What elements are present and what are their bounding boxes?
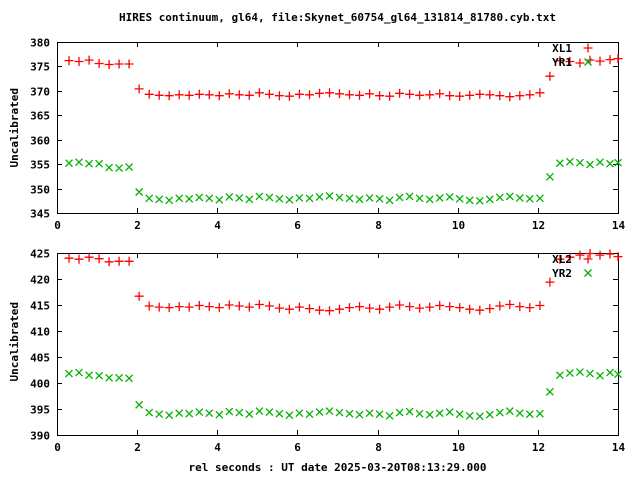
y-tick-label: 375 <box>30 61 50 74</box>
x-tick-label: 14 <box>612 441 626 454</box>
y-tick-label: 415 <box>30 300 50 313</box>
x-tick-label: 12 <box>532 219 545 232</box>
panel-1: 0 2 4 6 8 10 12 14 345 350 355 360 365 370 375 380 XL1YR… <box>30 37 625 233</box>
legend-label-XL1: XL1 <box>552 42 572 55</box>
x-tick-label: 8 <box>375 441 382 454</box>
y-tick-label: 390 <box>30 430 50 443</box>
panel-1-border <box>57 42 619 214</box>
x-tick-label: 6 <box>294 441 301 454</box>
y-tick-label: 370 <box>30 86 50 99</box>
y-tick-label: 345 <box>30 208 50 221</box>
legend-label-YR1: YR1 <box>552 56 572 69</box>
panel-1-x-ticks: 0 2 4 6 8 10 12 14 <box>54 42 625 232</box>
panel-2-x-ticks: 0 2 4 6 8 10 12 14 <box>54 253 625 454</box>
panel-2-border <box>57 253 619 436</box>
x-tick-label: 0 <box>54 219 61 232</box>
y-tick-label: 425 <box>30 248 50 261</box>
legend-label-YR2: YR2 <box>552 267 572 280</box>
series-YR2 <box>65 368 622 421</box>
x-tick-label: 4 <box>214 219 221 232</box>
y-tick-label: 420 <box>30 274 50 287</box>
x-axis-label: rel seconds : UT date 2025-03-20T08:13:2… <box>188 461 487 474</box>
legend-marker-XL1 <box>583 43 593 53</box>
legend-marker-XL2 <box>583 254 593 264</box>
y-tick-label: 355 <box>30 159 50 172</box>
y-tick-label: 395 <box>30 404 50 417</box>
y-tick-label: 350 <box>30 184 50 197</box>
x-tick-label: 6 <box>294 219 301 232</box>
y-tick-label: 400 <box>30 378 50 391</box>
legend-label-XL2: XL2 <box>552 253 572 266</box>
y-tick-label: 365 <box>30 110 50 123</box>
series-XL1 <box>64 54 623 102</box>
x-tick-label: 4 <box>214 441 221 454</box>
series-YR1 <box>65 157 622 205</box>
x-tick-label: 2 <box>134 441 141 454</box>
series-XL2 <box>64 249 623 316</box>
panel-2-y-ticks: 390 395 400 405 410 415 420 425 <box>30 248 618 443</box>
x-tick-label: 10 <box>452 219 465 232</box>
x-tick-label: 8 <box>375 219 382 232</box>
panel-1-y-ticks: 345 350 355 360 365 370 375 380 <box>30 37 618 221</box>
y-tick-label: 405 <box>30 352 50 365</box>
x-tick-label: 14 <box>612 219 626 232</box>
y-axis-label-top: Uncalibrated <box>8 88 21 168</box>
y-axis-label-bottom: Uncalibrated <box>8 302 21 382</box>
x-tick-label: 12 <box>532 441 545 454</box>
y-tick-label: 410 <box>30 326 50 339</box>
x-tick-label: 0 <box>54 441 61 454</box>
x-tick-label: 10 <box>452 441 465 454</box>
panel-2: 0 2 4 6 8 10 12 14 390 395 400 405 410 415 420 425 XL2YR… <box>30 248 625 455</box>
legend-marker-YR1 <box>584 58 592 66</box>
y-tick-label: 380 <box>30 37 50 50</box>
chart-title: HIRES continuum, gl64, file:Skynet_60754… <box>118 11 557 24</box>
y-tick-label: 360 <box>30 135 50 148</box>
legend-marker-YR2 <box>584 269 592 277</box>
x-tick-label: 2 <box>134 219 141 232</box>
